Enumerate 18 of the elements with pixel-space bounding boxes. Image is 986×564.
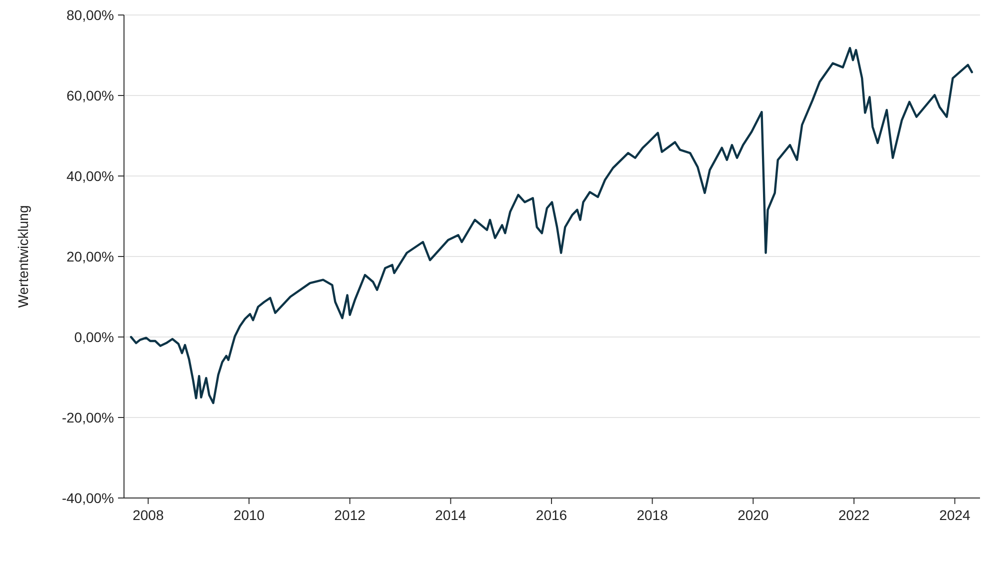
y-tick-label: 20,00% [66,248,114,264]
y-tick-label: 0,00% [74,328,114,345]
x-tick-label: 2012 [334,507,366,523]
x-tick-label: 2018 [636,507,668,523]
y-axis-title: Wertentwicklung [15,205,31,308]
line-series [130,46,974,404]
y-tick-label: 80,00% [66,6,114,23]
y-tick-label: -40,00% [62,490,114,506]
x-tick-label: 2014 [435,507,466,523]
y-tick-label: -20,00% [62,409,114,426]
x-tick-label: 2008 [132,507,164,523]
x-tick-label: 2016 [536,507,568,523]
x-tick-label: 2010 [233,507,265,523]
y-tick-label: 60,00% [66,87,114,104]
y-tick-label: 40,00% [66,168,114,184]
x-tick-label: 2020 [738,507,769,523]
x-tick-label: 2024 [939,507,971,523]
x-tick-label: 2022 [838,507,870,523]
